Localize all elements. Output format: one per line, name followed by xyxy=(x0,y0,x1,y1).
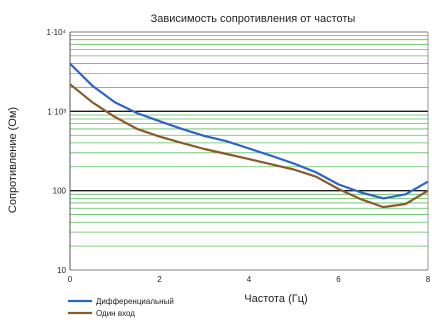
legend-label-1: Дифференциальный xyxy=(96,297,174,306)
x-tick-label: 0 xyxy=(68,275,73,284)
x-axis-label: Частота (Гц) xyxy=(244,293,307,305)
legend: Дифференциальный Один вход xyxy=(68,297,174,318)
y-axis-label: Сопротивление (Ом) xyxy=(7,107,19,213)
y-tick-label: 100 xyxy=(53,187,67,196)
plot-area xyxy=(69,31,429,271)
legend-label-2: Один вход xyxy=(96,309,135,318)
x-tick-labels: 0 2 4 6 8 xyxy=(68,275,431,284)
y-tick-label: 10 xyxy=(57,266,66,275)
y-tick-labels: 10 100 1·10³ 1·10⁴ xyxy=(47,28,67,275)
x-tick-label: 8 xyxy=(426,275,431,284)
x-tick-label: 4 xyxy=(247,275,252,284)
x-tick-label: 2 xyxy=(157,275,162,284)
x-tick-label: 6 xyxy=(336,275,341,284)
y-tick-label: 1·10⁴ xyxy=(47,28,67,37)
y-tick-label: 1·10³ xyxy=(47,107,66,116)
series-line-1 xyxy=(69,62,429,200)
chart-title: Зависимость сопротивления от частоты xyxy=(151,13,356,25)
series-line-2 xyxy=(69,83,429,209)
